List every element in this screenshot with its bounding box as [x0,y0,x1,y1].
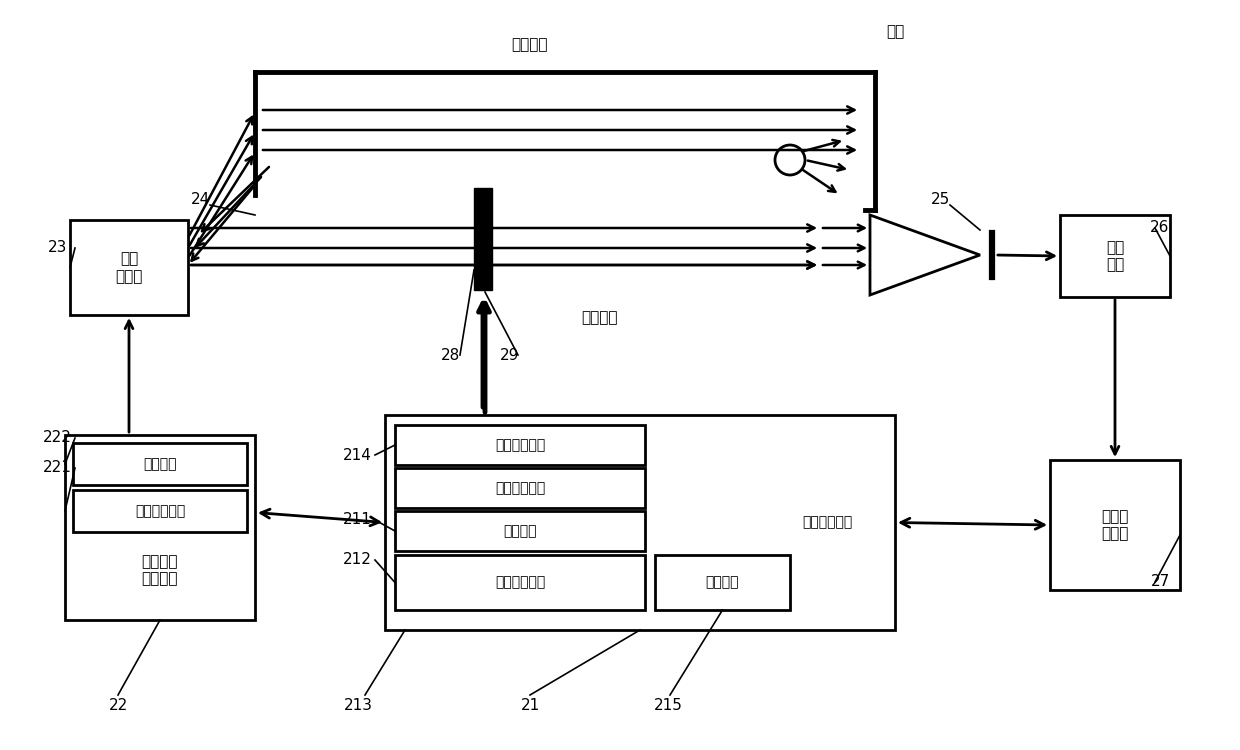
Bar [396,511,645,551]
Text: 26: 26 [1151,220,1169,236]
Text: 27: 27 [1151,574,1169,590]
Text: 25: 25 [930,193,950,208]
Text: 模数转
换电路: 模数转 换电路 [1101,509,1128,542]
Bar [73,443,247,485]
Bar [474,188,492,290]
Bar [64,435,255,620]
Bar [73,490,247,532]
Text: 调制解调电路: 调制解调电路 [495,481,546,495]
Text: 工作光路: 工作光路 [512,38,548,52]
Text: 29: 29 [500,347,520,362]
Text: 激光
二极管: 激光 二极管 [115,251,143,284]
Text: 数字处理单元: 数字处理单元 [802,515,852,529]
Text: 23: 23 [48,241,68,256]
Text: 驱动电路: 驱动电路 [144,457,177,471]
Text: 213: 213 [343,698,372,712]
Text: 数模转换
驱动电路: 数模转换 驱动电路 [141,554,179,586]
Text: 221: 221 [42,460,72,476]
Text: 参考光路: 参考光路 [582,310,619,326]
Text: 211: 211 [342,512,372,527]
Bar [1050,460,1180,590]
Text: 信号处理电路: 信号处理电路 [495,575,546,590]
Bar [396,468,645,508]
Text: 滤波电路: 滤波电路 [503,524,537,538]
Text: 24: 24 [191,193,210,208]
Text: 212: 212 [342,553,372,568]
Text: 通信接口: 通信接口 [706,575,739,590]
Text: 放大
电路: 放大 电路 [1106,240,1125,272]
Bar [69,220,188,315]
Bar [396,425,645,465]
Text: 光阱: 光阱 [885,25,904,40]
Text: 21: 21 [521,698,539,712]
Bar [655,555,790,610]
Text: 215: 215 [653,698,682,712]
Text: 22: 22 [108,698,128,712]
Text: 214: 214 [342,448,372,463]
Bar [396,555,645,610]
Text: 222: 222 [42,430,72,445]
Text: 切光控制电路: 切光控制电路 [495,438,546,452]
Text: 数模转换电路: 数模转换电路 [135,504,185,518]
Bar [1060,215,1171,297]
Bar [384,415,895,630]
Text: 28: 28 [440,347,460,362]
